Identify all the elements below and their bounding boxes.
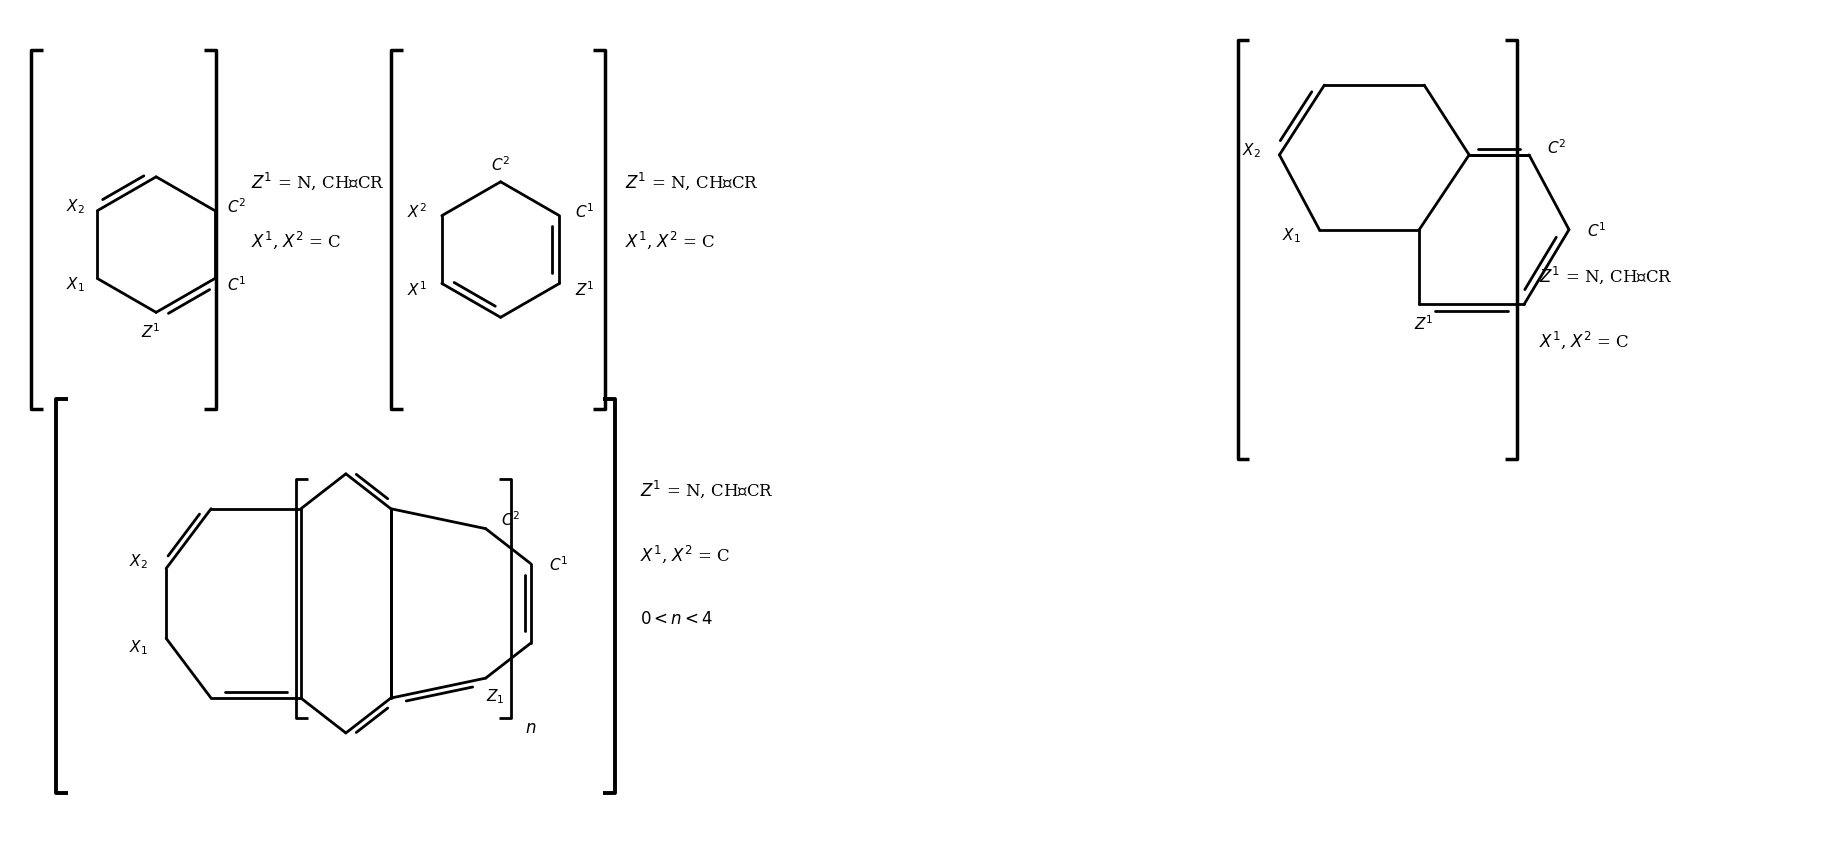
Text: $C^1$: $C^1$ bbox=[226, 275, 246, 294]
Text: $C^2$: $C^2$ bbox=[226, 197, 246, 216]
Text: $Z^1$: $Z^1$ bbox=[141, 322, 161, 340]
Text: $X^1$, $X^2$ = C: $X^1$, $X^2$ = C bbox=[626, 230, 715, 251]
Text: $Z^1$ = N, CH或CR: $Z^1$ = N, CH或CR bbox=[641, 479, 774, 500]
Text: $C^1$: $C^1$ bbox=[575, 202, 595, 221]
Text: $Z_1$: $Z_1$ bbox=[487, 687, 506, 706]
Text: $X_1$: $X_1$ bbox=[130, 637, 148, 656]
Text: $X^1$: $X^1$ bbox=[407, 279, 427, 299]
Text: $C^1$: $C^1$ bbox=[1588, 221, 1606, 240]
Text: $Z^1$ = N, CH或CR: $Z^1$ = N, CH或CR bbox=[1538, 264, 1674, 286]
Text: $n$: $n$ bbox=[526, 720, 537, 737]
Text: $Z^1$: $Z^1$ bbox=[575, 279, 595, 299]
Text: $X_1$: $X_1$ bbox=[1281, 226, 1301, 245]
Text: $X_2$: $X_2$ bbox=[1243, 142, 1261, 160]
Text: $X^2$: $X^2$ bbox=[407, 202, 427, 221]
Text: $C^2$: $C^2$ bbox=[491, 155, 511, 174]
Text: $Z^1$: $Z^1$ bbox=[1414, 314, 1434, 333]
Text: $X^1$, $X^2$ = C: $X^1$, $X^2$ = C bbox=[252, 230, 341, 251]
Text: $X_2$: $X_2$ bbox=[66, 197, 84, 216]
Text: $0 < n < 4$: $0 < n < 4$ bbox=[641, 610, 714, 627]
Text: $C^2$: $C^2$ bbox=[1548, 138, 1566, 157]
Text: $X_1$: $X_1$ bbox=[66, 275, 84, 294]
Text: $C^2$: $C^2$ bbox=[500, 510, 520, 528]
Text: $X^1$, $X^2$ = C: $X^1$, $X^2$ = C bbox=[1538, 329, 1630, 350]
Text: $Z^1$ = N, CH或CR: $Z^1$ = N, CH或CR bbox=[626, 170, 759, 192]
Text: $Z^1$ = N, CH或CR: $Z^1$ = N, CH或CR bbox=[252, 170, 385, 192]
Text: $C^1$: $C^1$ bbox=[549, 555, 568, 573]
Text: $X_2$: $X_2$ bbox=[130, 551, 148, 571]
Text: $X^1$, $X^2$ = C: $X^1$, $X^2$ = C bbox=[641, 544, 730, 565]
